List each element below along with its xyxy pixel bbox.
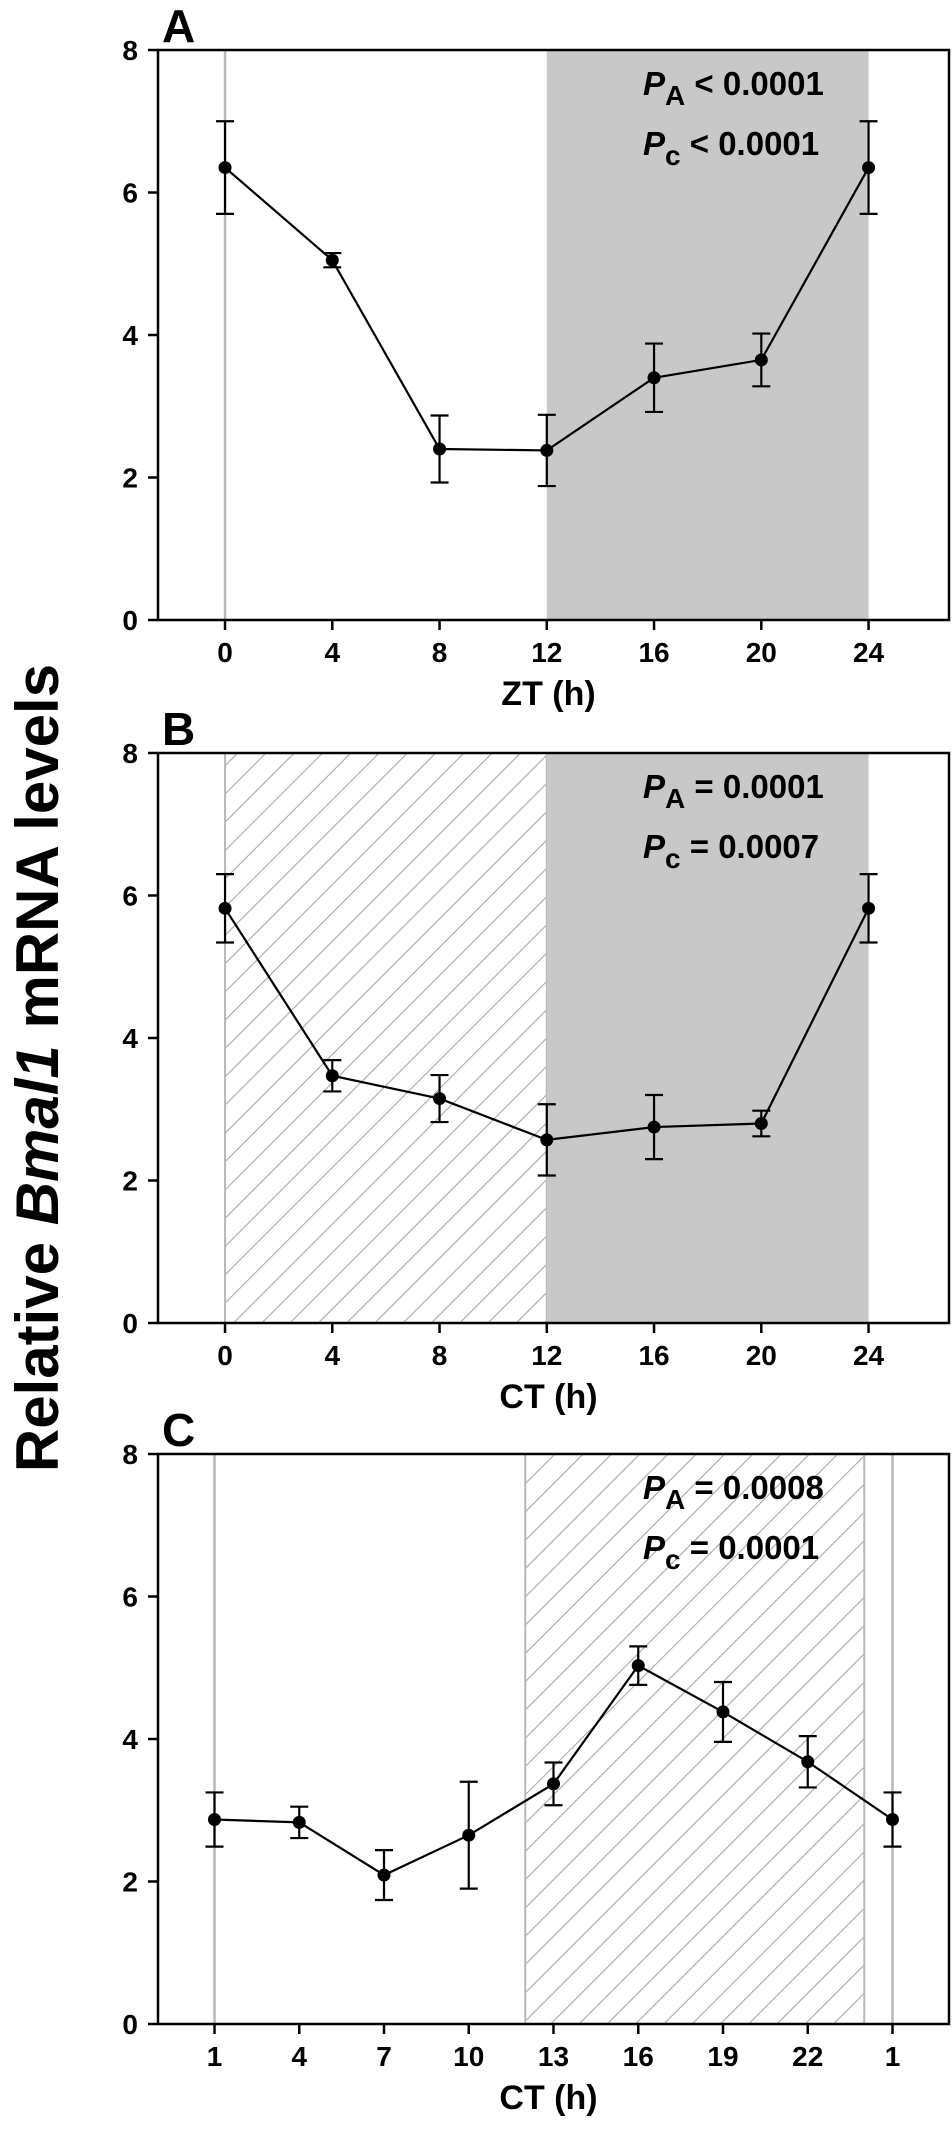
y-tick-label-6: 6 — [122, 1582, 138, 1613]
data-point-1 — [218, 161, 232, 175]
data-point-6 — [754, 1117, 768, 1130]
y-tick-label-8: 8 — [122, 35, 138, 66]
data-point-7 — [716, 1705, 730, 1719]
x-tick-label-1: 0 — [217, 1340, 233, 1371]
data-point-4 — [540, 1133, 554, 1147]
x-tick-label-5: 16 — [638, 1340, 669, 1371]
data-point-4 — [462, 1828, 476, 1842]
data-point-1 — [218, 901, 232, 915]
x-axis-label: ZT (h) — [501, 675, 595, 713]
y-tick-label-4: 4 — [122, 320, 138, 351]
y-tick-label-4: 4 — [122, 1023, 138, 1054]
x-tick-label-1: 1 — [207, 2041, 223, 2072]
y-tick-label-6: 6 — [122, 178, 138, 209]
p-value-1: PA < 0.0001 — [643, 65, 824, 111]
x-tick-label-6: 20 — [746, 637, 777, 668]
panel-c: 0 2 4 6 8 1 4 7 10 13 16 19 22 1 CT (h) C PA = 0.0008 Pc … — [122, 1404, 951, 2117]
data-point-7 — [862, 161, 876, 175]
x-tick-label-1: 0 — [217, 637, 233, 668]
data-point-3 — [433, 442, 447, 456]
y-tick-label-4: 4 — [122, 1724, 138, 1755]
x-tick-label-4: 12 — [531, 1340, 562, 1371]
x-tick-label-5: 16 — [638, 637, 669, 668]
data-point-1 — [208, 1813, 221, 1827]
panel-label: A — [162, 0, 195, 52]
x-tick-label-3: 7 — [376, 2041, 392, 2072]
data-point-5 — [647, 371, 661, 385]
x-tick-label-8: 22 — [792, 2041, 823, 2072]
shaded-region-1 — [225, 753, 547, 1323]
x-tick-label-4: 10 — [453, 2041, 484, 2072]
y-tick-label-0: 0 — [122, 605, 138, 636]
data-point-5 — [547, 1777, 560, 1791]
data-point-3 — [377, 1868, 391, 1882]
x-tick-label-3: 8 — [432, 637, 448, 668]
shaded-region-1 — [546, 50, 869, 620]
panel-label: B — [162, 703, 195, 755]
y-tick-label-0: 0 — [122, 1308, 138, 1339]
x-axis-label: CT (h) — [499, 1378, 597, 1416]
x-tick-label-5: 13 — [538, 2041, 569, 2072]
data-point-6 — [754, 353, 768, 367]
x-tick-label-7: 19 — [707, 2041, 738, 2072]
y-tick-label-8: 8 — [122, 738, 138, 769]
shaded-region-2 — [546, 753, 869, 1323]
y-tick-label-2: 2 — [122, 463, 138, 494]
x-tick-label-7: 24 — [853, 1340, 885, 1371]
y-tick-label-0: 0 — [122, 2009, 138, 2040]
data-point-4 — [540, 443, 554, 457]
y-tick-label-8: 8 — [122, 1439, 138, 1470]
data-point-8 — [801, 1755, 815, 1769]
p-value-2: Pc < 0.0001 — [643, 125, 819, 171]
y-tick-label-6: 6 — [122, 881, 138, 912]
data-point-7 — [862, 901, 876, 915]
x-tick-label-2: 4 — [324, 1340, 340, 1371]
y-axis-label: Relative Bmal1 mRNA levels — [4, 664, 71, 1472]
x-tick-label-7: 24 — [853, 637, 885, 668]
data-point-2 — [325, 253, 339, 267]
data-point-2 — [325, 1069, 339, 1083]
data-point-9 — [886, 1813, 899, 1827]
p-value-1: PA = 0.0001 — [643, 768, 824, 814]
panel-label: C — [162, 1404, 195, 1456]
x-tick-label-2: 4 — [291, 2041, 307, 2072]
x-tick-label-2: 4 — [324, 637, 340, 668]
data-point-2 — [292, 1815, 306, 1829]
x-tick-label-9: 1 — [885, 2041, 901, 2072]
p-value-1: PA = 0.0008 — [643, 1469, 824, 1515]
data-point-3 — [433, 1092, 447, 1106]
p-value-2: Pc = 0.0007 — [643, 828, 819, 874]
y-tick-label-2: 2 — [122, 1166, 138, 1197]
p-value-2: Pc = 0.0001 — [643, 1529, 819, 1575]
y-tick-label-2: 2 — [122, 1867, 138, 1898]
x-axis-label: CT (h) — [499, 2079, 597, 2117]
x-tick-label-3: 8 — [432, 1340, 448, 1371]
data-point-5 — [647, 1120, 661, 1134]
data-point-6 — [631, 1659, 645, 1673]
x-tick-label-6: 20 — [746, 1340, 777, 1371]
x-tick-label-4: 12 — [531, 637, 562, 668]
x-tick-label-6: 16 — [623, 2041, 654, 2072]
